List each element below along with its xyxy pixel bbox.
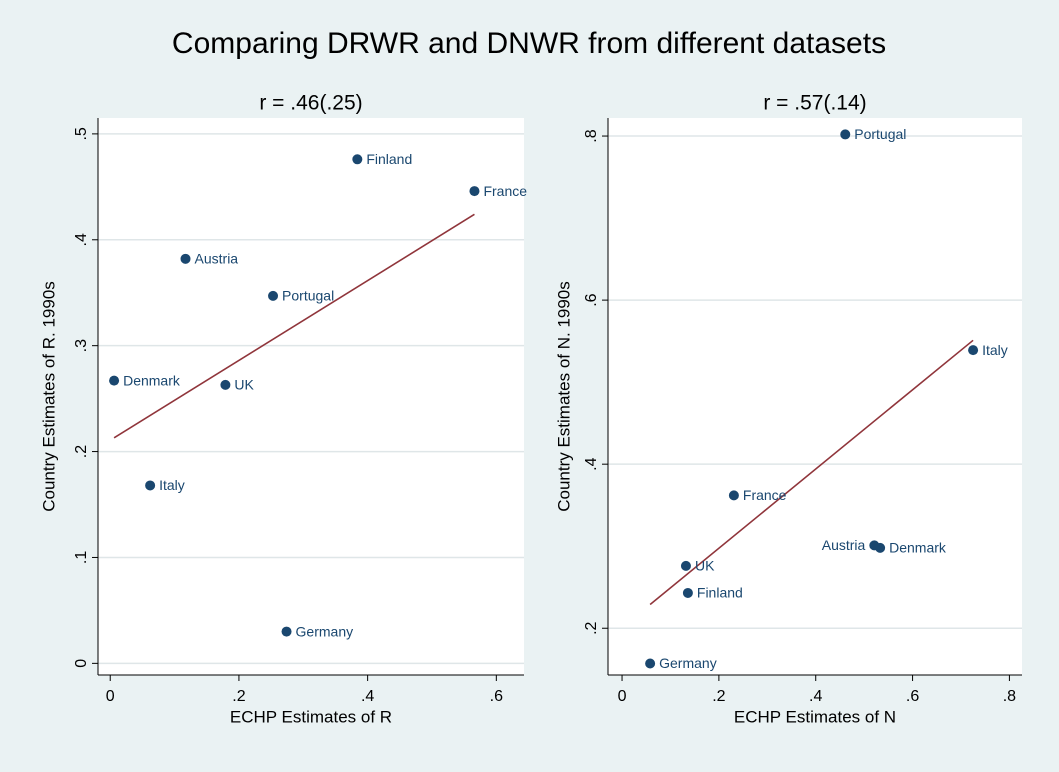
y-axis-label: Country Estimates of R. 1990s <box>39 281 58 512</box>
point-label: Germany <box>296 623 354 639</box>
point-label: Portugal <box>854 126 906 142</box>
point-label: Austria <box>822 537 866 553</box>
y-tick-label: .1 <box>73 551 90 564</box>
x-tick-label: .6 <box>906 688 919 705</box>
point-label: Denmark <box>123 372 181 388</box>
point-label: UK <box>234 377 254 393</box>
point-label: UK <box>695 558 715 574</box>
subplot-title: r = .46(.25) <box>259 92 362 115</box>
point <box>875 542 886 553</box>
point <box>840 129 851 140</box>
point-label: Germany <box>659 655 717 671</box>
point-label: Finland <box>366 151 412 167</box>
subplot-title: r = .57(.14) <box>763 92 866 115</box>
point <box>645 658 656 669</box>
plot-area <box>98 118 524 675</box>
y-tick-label: .4 <box>583 457 600 470</box>
y-tick-label: .2 <box>73 445 90 458</box>
point <box>109 375 120 386</box>
x-tick-label: .2 <box>712 688 725 705</box>
x-tick-label: 0 <box>106 688 115 705</box>
point <box>469 186 480 197</box>
y-tick-label: .2 <box>583 621 600 634</box>
point <box>682 587 693 598</box>
x-axis-label: ECHP Estimates of N <box>734 707 896 726</box>
x-tick-label: 0 <box>618 688 627 705</box>
y-tick-label: .3 <box>73 339 90 352</box>
point-label: France <box>483 183 527 199</box>
x-axis-label: ECHP Estimates of R <box>230 707 392 726</box>
point <box>968 345 979 356</box>
point <box>145 480 156 491</box>
y-tick-label: 0 <box>73 659 90 668</box>
x-tick-label: .8 <box>1003 688 1016 705</box>
point <box>352 154 363 165</box>
y-tick-label: .8 <box>583 129 600 142</box>
point-label: Portugal <box>282 288 334 304</box>
fit-line <box>113 213 475 439</box>
point-label: Denmark <box>889 540 947 556</box>
y-tick-label: .4 <box>73 233 90 246</box>
x-tick-label: .2 <box>232 688 245 705</box>
y-axis-label: Country Estimates of N. 1990s <box>554 281 573 512</box>
point <box>268 290 279 301</box>
point-label: France <box>743 487 787 503</box>
x-tick-label: .4 <box>809 688 822 705</box>
x-tick-label: .4 <box>361 688 374 705</box>
point <box>220 379 231 390</box>
point-label: Italy <box>982 342 1008 358</box>
point-label: Finland <box>697 585 743 601</box>
fit-line <box>649 339 974 606</box>
point <box>180 253 191 264</box>
point <box>281 626 292 637</box>
x-tick-label: .6 <box>490 688 503 705</box>
point <box>680 560 691 571</box>
chart-title: Comparing DRWR and DNWR from different d… <box>172 27 886 60</box>
point <box>728 490 739 501</box>
point-label: Italy <box>159 477 185 493</box>
plot-area <box>608 118 1022 675</box>
y-tick-label: .5 <box>73 127 90 140</box>
y-tick-label: .6 <box>583 293 600 306</box>
point-label: Austria <box>195 251 239 267</box>
